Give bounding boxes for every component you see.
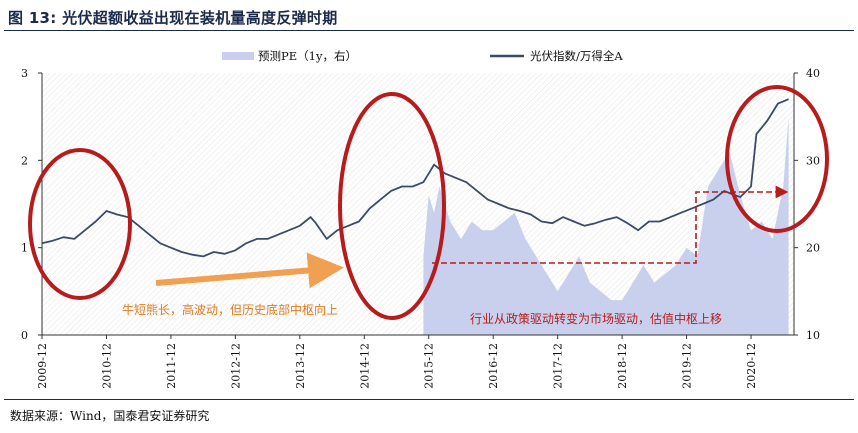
- x-tick-label: 2009-12: [36, 343, 49, 389]
- y-right-tick-label: 40: [806, 67, 820, 80]
- legend-label-pe: 预测PE（1y，右）: [258, 49, 357, 63]
- x-tick-label: 2015-12: [423, 343, 436, 389]
- highlight-ellipse-2021: [725, 85, 829, 233]
- x-tick-label: 2012-12: [229, 343, 242, 389]
- x-tick-label: 2018-12: [616, 343, 629, 389]
- annotation-right: 行业从政策驱动转变为市场驱动，估值中枢上移: [470, 311, 722, 326]
- figure-title: 图 13: 光伏超额收益出现在装机量高度反弹时期: [8, 9, 338, 27]
- x-tick-label: 2014-12: [358, 343, 371, 389]
- y-right-tick-label: 20: [806, 242, 820, 255]
- title-rule: [4, 30, 854, 31]
- valuation-shift-arrow: [432, 185, 789, 264]
- y-left-tick-label: 3: [21, 67, 28, 80]
- x-tick-label: 2010-12: [100, 343, 113, 389]
- chart: 0 1 2 3 10 20 30 40 2009-12 2010-12 2011-12 2012-12…: [21, 49, 829, 389]
- uptrend-arrow: [155, 252, 344, 289]
- legend-label-ratio: 光伏指数/万得全A: [530, 49, 623, 63]
- ratio-line-layer: [41, 98, 789, 258]
- x-tick-label: 2013-12: [294, 343, 307, 389]
- ratio-line: [41, 98, 789, 258]
- source-rule: [4, 399, 854, 400]
- x-tick-label: 2019-12: [681, 343, 694, 389]
- source-note: 数据来源：Wind，国泰君安证券研究: [10, 409, 210, 423]
- y-left-tick-label: 1: [21, 242, 28, 255]
- highlight-ellipse-2010: [28, 148, 132, 300]
- y-left-tick-label: 0: [21, 329, 28, 342]
- y-left-tick-label: 2: [21, 154, 28, 167]
- annotation-left: 牛短熊长，高波动，但历史底部中枢向上: [122, 302, 338, 317]
- pe-area: [423, 116, 789, 335]
- y-right-tick-label: 10: [806, 329, 820, 342]
- pe-area-layer: [423, 116, 789, 335]
- ticks-layer: 0 1 2 3 10 20 30 40 2009-12 2010-12 2011-12 2012-12…: [21, 67, 820, 389]
- x-tick-label: 2011-12: [165, 343, 178, 389]
- highlight-ellipse-2015: [338, 92, 446, 320]
- x-tick-label: 2016-12: [487, 343, 500, 389]
- y-right-tick-label: 30: [806, 154, 820, 167]
- x-tick-label: 2020-12: [745, 343, 758, 389]
- legend-swatch-pe: [222, 52, 254, 60]
- x-tick-label: 2017-12: [552, 343, 565, 389]
